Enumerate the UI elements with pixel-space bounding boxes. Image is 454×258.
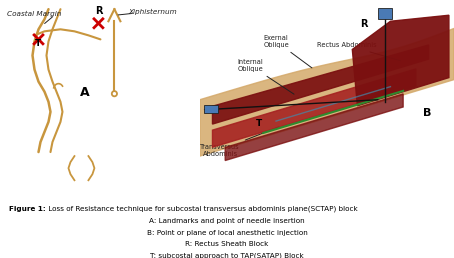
- Polygon shape: [212, 69, 416, 147]
- Text: Rectus Abdominis: Rectus Abdominis: [317, 42, 400, 61]
- Text: Coastal Margin: Coastal Margin: [6, 11, 61, 17]
- Text: Internal
Oblique: Internal Oblique: [238, 59, 294, 94]
- FancyBboxPatch shape: [203, 105, 217, 113]
- Text: A: A: [79, 86, 89, 99]
- Text: T: T: [256, 119, 262, 128]
- Text: Figure 1:: Figure 1:: [9, 206, 46, 212]
- Text: A: Landmarks and point of needle insertion: A: Landmarks and point of needle inserti…: [149, 219, 305, 224]
- Text: B: Point or plane of local anesthetic injection: B: Point or plane of local anesthetic in…: [147, 230, 307, 236]
- Text: R: Rectus Sheath Block: R: Rectus Sheath Block: [185, 241, 269, 247]
- FancyBboxPatch shape: [378, 8, 392, 19]
- Polygon shape: [212, 45, 429, 124]
- Text: R: R: [95, 6, 102, 16]
- Polygon shape: [200, 28, 454, 156]
- Text: Exernal
Oblique: Exernal Oblique: [263, 35, 312, 68]
- Text: Xiphisternum: Xiphisternum: [128, 9, 177, 15]
- Polygon shape: [225, 94, 403, 160]
- Text: T: subcostal approach to TAP(SATAP) Block: T: subcostal approach to TAP(SATAP) Bloc…: [150, 253, 304, 258]
- Text: T: T: [35, 39, 42, 49]
- Text: R: R: [360, 19, 367, 29]
- Text: Loss of Resistance technique for subcostal transversus abdominis plane(SCTAP) bl: Loss of Resistance technique for subcost…: [46, 206, 358, 213]
- Text: B: B: [424, 108, 432, 118]
- Polygon shape: [352, 15, 449, 106]
- Text: Transversus
Abdominis: Transversus Abdominis: [200, 127, 279, 157]
